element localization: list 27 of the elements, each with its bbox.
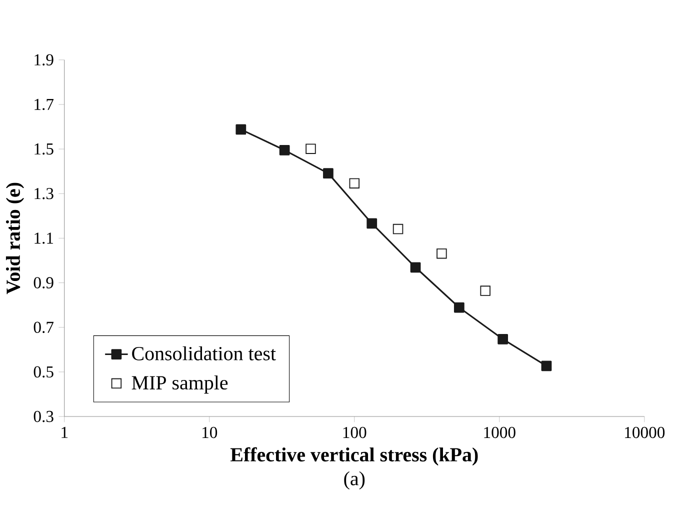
point — [236, 124, 246, 135]
y-tick-label: 0.7 — [34, 322, 54, 334]
y-axis-title: Void ratio (e) — [6, 182, 24, 294]
y-tick-label: 1.9 — [34, 54, 54, 66]
x-tick-label: 1 — [62, 426, 68, 438]
y-tick-label: 1.1 — [34, 232, 54, 244]
point — [410, 262, 421, 273]
point — [366, 218, 378, 229]
x-tick-label: 1000 — [484, 426, 516, 438]
legend-label: MIP sample — [132, 376, 228, 394]
x-tick-label: 10 — [202, 426, 218, 438]
point — [541, 360, 552, 372]
x-tick-label: 10000 — [625, 426, 665, 438]
text: (a) — [344, 471, 365, 490]
x-tick-label: 100 — [343, 426, 366, 438]
point — [279, 144, 290, 156]
point — [323, 168, 334, 179]
y-tick-label: 1.5 — [34, 143, 54, 155]
point — [454, 302, 464, 313]
y-tick-label: 0.9 — [34, 277, 54, 288]
y-tick-label: 1.3 — [34, 188, 54, 200]
point — [498, 334, 508, 344]
y-tick-label: 1.7 — [34, 98, 54, 110]
legend-label: Consolidation test — [132, 346, 276, 360]
y-tick-label: 0.3 — [34, 410, 54, 422]
x-axis-title: Effective vertical stress (kPa) — [230, 447, 478, 466]
y-tick-label: 0.5 — [34, 366, 54, 378]
